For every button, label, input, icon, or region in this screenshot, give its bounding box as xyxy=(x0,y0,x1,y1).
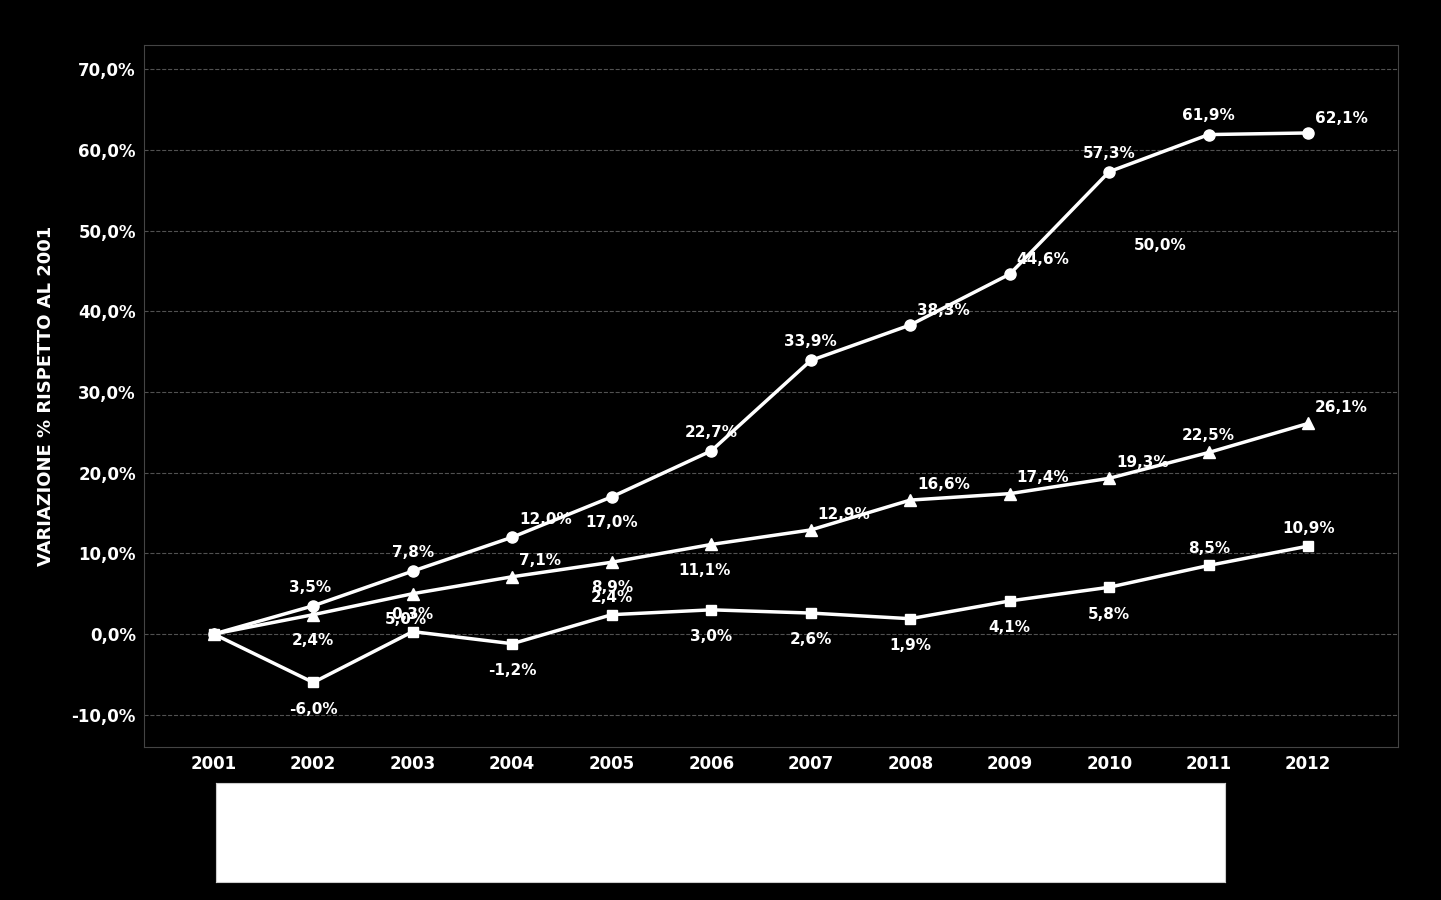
Text: 33,9%: 33,9% xyxy=(784,335,837,349)
X-axis label: ANNO: ANNO xyxy=(741,790,801,808)
Text: 12,9%: 12,9% xyxy=(817,507,870,522)
Text: 8,5%: 8,5% xyxy=(1187,541,1229,555)
Text: 17,4%: 17,4% xyxy=(1017,471,1069,485)
Text: 5,8%: 5,8% xyxy=(1088,607,1130,622)
Text: 61,9%: 61,9% xyxy=(1183,109,1235,123)
Text: -1,2%: -1,2% xyxy=(488,663,536,679)
Text: 62,1%: 62,1% xyxy=(1316,111,1368,126)
Text: 57,3%: 57,3% xyxy=(1082,146,1136,160)
Text: 5,0%: 5,0% xyxy=(385,612,427,626)
Text: 1,9%: 1,9% xyxy=(889,638,931,653)
Text: 11,1%: 11,1% xyxy=(679,562,731,578)
Text: 2,6%: 2,6% xyxy=(790,633,831,647)
Text: 22,5%: 22,5% xyxy=(1182,428,1235,443)
Text: -6,0%: -6,0% xyxy=(290,702,337,717)
Text: 22,7%: 22,7% xyxy=(684,425,738,440)
Text: 19,3%: 19,3% xyxy=(1117,455,1169,470)
Text: 26,1%: 26,1% xyxy=(1316,400,1368,415)
Text: 7,1%: 7,1% xyxy=(519,554,561,569)
Text: 12,0%: 12,0% xyxy=(519,512,572,527)
Text: 0,3%: 0,3% xyxy=(392,607,434,622)
Text: 4,1%: 4,1% xyxy=(989,620,1030,635)
Text: 2,4%: 2,4% xyxy=(293,633,334,648)
Text: 3,5%: 3,5% xyxy=(290,580,331,595)
Text: 17,0%: 17,0% xyxy=(585,515,638,530)
Text: 8,9%: 8,9% xyxy=(591,580,633,595)
Y-axis label: VARIAZIONE % RISPETTO AL 2001: VARIAZIONE % RISPETTO AL 2001 xyxy=(36,226,55,566)
Text: 16,6%: 16,6% xyxy=(916,477,970,491)
Text: 44,6%: 44,6% xyxy=(1017,252,1069,267)
Text: 38,3%: 38,3% xyxy=(916,303,970,318)
Text: 3,0%: 3,0% xyxy=(690,629,732,644)
Text: 2,4%: 2,4% xyxy=(591,590,633,605)
Text: 7,8%: 7,8% xyxy=(392,545,434,560)
Text: 50,0%: 50,0% xyxy=(1134,238,1187,253)
Text: 10,9%: 10,9% xyxy=(1282,521,1334,536)
